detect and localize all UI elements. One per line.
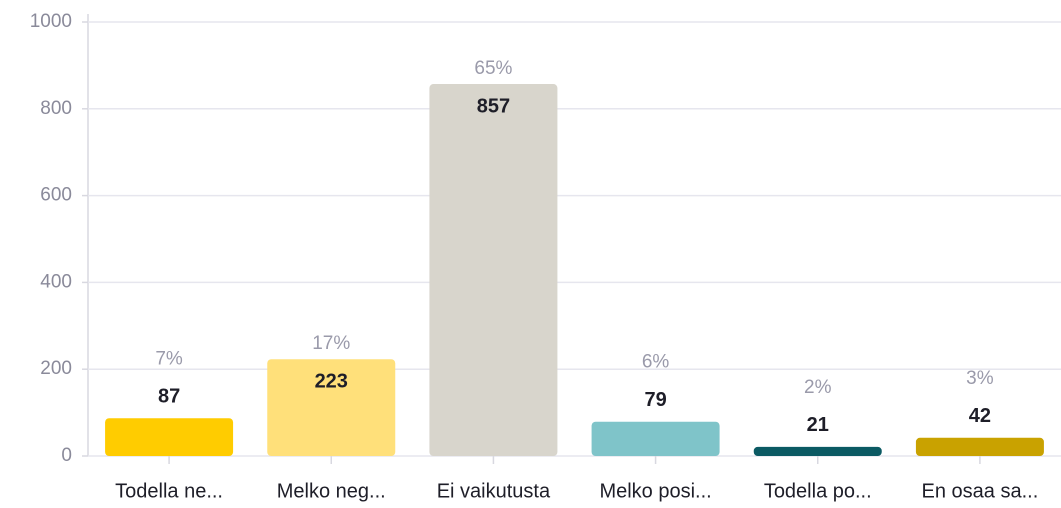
value-label: 42 <box>969 405 991 427</box>
value-label: 79 <box>644 389 666 411</box>
y-tick-label: 600 <box>40 185 72 206</box>
value-label: 857 <box>477 95 510 117</box>
bar <box>267 359 396 456</box>
percentage-label: 17% <box>312 333 350 354</box>
value-label: 87 <box>158 386 180 408</box>
y-tick-label: 400 <box>40 271 72 292</box>
percentage-label: 7% <box>155 348 183 369</box>
percentage-label: 2% <box>804 377 832 398</box>
y-tick-label: 0 <box>61 445 72 466</box>
x-tick-label: Todella ne... <box>115 480 223 502</box>
x-tick-label: En osaa sa... <box>922 480 1039 502</box>
x-tick-label: Melko neg... <box>277 480 386 502</box>
value-label: 21 <box>807 414 829 436</box>
y-tick-label: 200 <box>40 358 72 379</box>
y-tick-label: 1000 <box>30 11 72 32</box>
bar <box>753 446 882 456</box>
value-label: 223 <box>315 370 348 392</box>
bar <box>105 418 234 456</box>
percentage-label: 65% <box>474 58 512 79</box>
x-tick-label: Todella po... <box>764 480 872 502</box>
percentage-label: 6% <box>642 352 670 373</box>
percentage-label: 3% <box>966 368 994 389</box>
bar <box>429 84 558 456</box>
bar <box>915 437 1044 456</box>
bar <box>591 421 720 456</box>
y-tick-label: 800 <box>40 98 72 119</box>
x-tick-label: Ei vaikutusta <box>437 480 551 502</box>
x-tick-label: Melko posi... <box>599 480 711 502</box>
